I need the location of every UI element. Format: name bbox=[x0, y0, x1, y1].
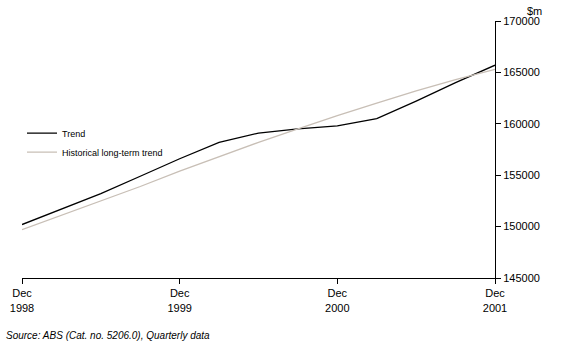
svg-text:Dec2000: Dec2000 bbox=[325, 287, 349, 313]
svg-text:Historical long-term trend: Historical long-term trend bbox=[62, 148, 163, 158]
svg-text:Dec1999: Dec1999 bbox=[167, 287, 191, 313]
svg-text:Trend: Trend bbox=[62, 129, 85, 139]
svg-text:170000: 170000 bbox=[503, 15, 540, 27]
svg-text:160000: 160000 bbox=[503, 118, 540, 130]
svg-text:Dec1998: Dec1998 bbox=[10, 287, 34, 313]
svg-text:165000: 165000 bbox=[503, 66, 540, 78]
svg-text:$m: $m bbox=[527, 5, 542, 17]
svg-text:155000: 155000 bbox=[503, 169, 540, 181]
svg-text:145000: 145000 bbox=[503, 272, 540, 284]
svg-text:Source: ABS (Cat. no. 5206.0),: Source: ABS (Cat. no. 5206.0), Quarterly… bbox=[6, 330, 210, 341]
svg-text:150000: 150000 bbox=[503, 220, 540, 232]
svg-text:Dec2001: Dec2001 bbox=[483, 287, 507, 313]
